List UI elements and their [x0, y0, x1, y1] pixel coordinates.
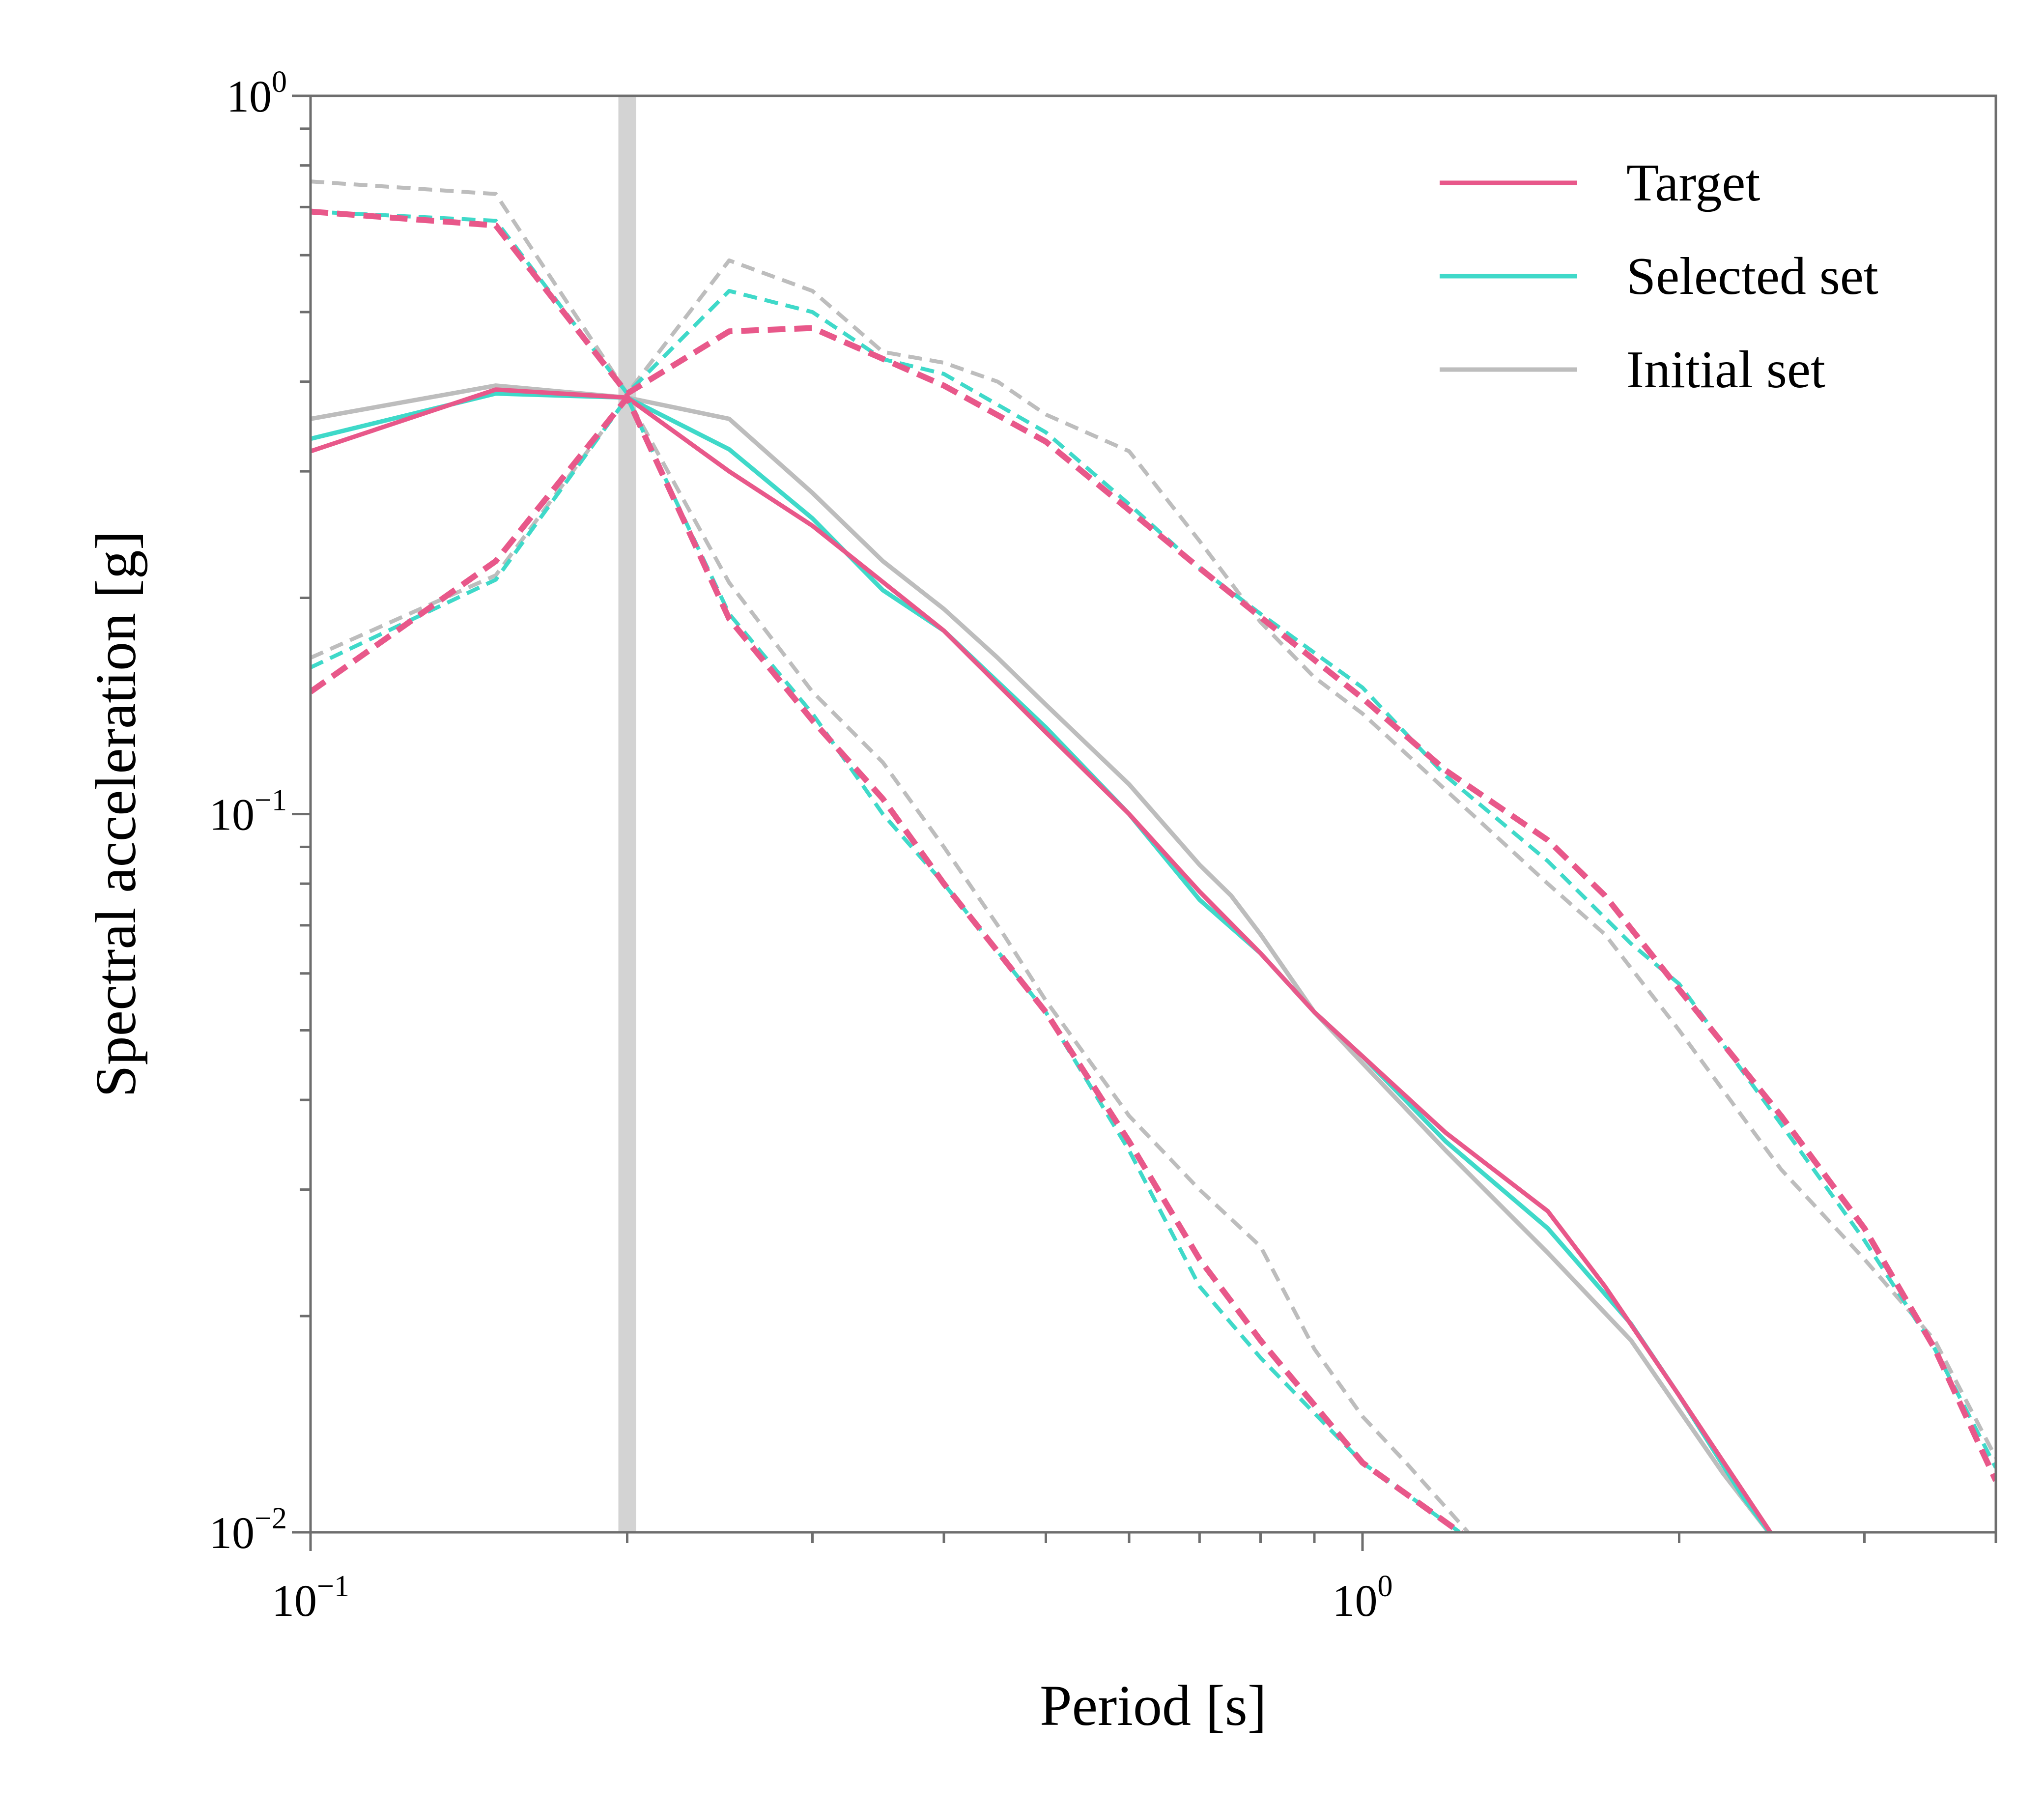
selected-upper-line: [311, 209, 1996, 1469]
series-layer: [311, 179, 1996, 1532]
x-tick-label: 10−1: [272, 1570, 349, 1626]
legend: Target Selected set Initial set: [1440, 154, 1878, 399]
target-lower-line: [311, 395, 1465, 1532]
target-upper-line: [311, 208, 1996, 1482]
initial-lower-line: [311, 396, 1471, 1532]
target-median-line: [311, 387, 1773, 1532]
legend-label-selected: Selected set: [1626, 247, 1878, 306]
selected-lower-line: [311, 396, 1464, 1532]
legend-label-target: Target: [1626, 154, 1760, 212]
selected-median-line: [311, 391, 1772, 1532]
x-axis-label: Period [s]: [1040, 1673, 1267, 1738]
y-tick-label: 10−2: [209, 1502, 287, 1558]
legend-label-initial: Initial set: [1626, 341, 1825, 399]
x-tick-label: 100: [1332, 1570, 1392, 1626]
axis-ticks: [292, 94, 1997, 1551]
y-tick-label: 100: [227, 65, 287, 121]
initial-upper-line: [311, 179, 1996, 1459]
axis-tick-labels: 10−1 100 10−2 10−1 100: [209, 65, 1392, 1626]
y-axis-label: Spectral acceleration [g]: [84, 531, 148, 1097]
initial-median-line: [311, 383, 1772, 1532]
y-tick-label: 10−1: [209, 784, 287, 840]
